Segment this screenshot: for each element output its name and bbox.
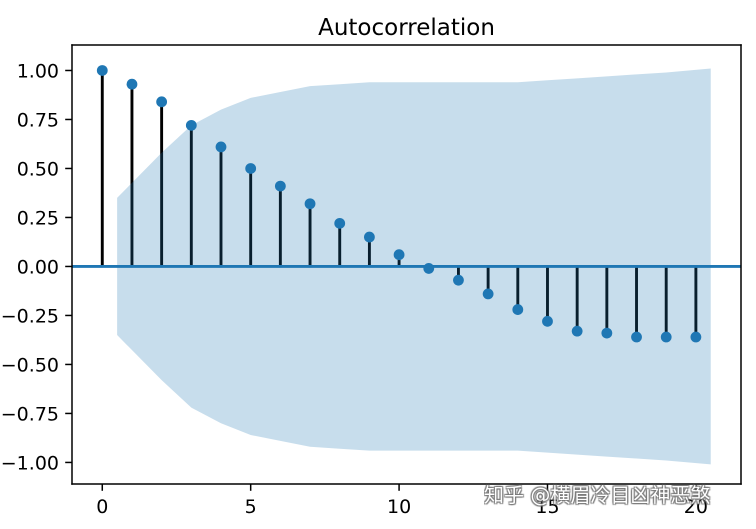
acf-point-lag-12	[453, 274, 464, 286]
chart-title: Autocorrelation	[318, 15, 495, 41]
acf-point-lag-17	[601, 327, 613, 339]
acf-point-lag-6	[274, 180, 286, 192]
y-tick-label-2: 0.50	[17, 158, 59, 180]
acf-point-lag-18	[631, 331, 642, 343]
acf-point-lag-2	[156, 96, 168, 108]
y-tick-label-5: −0.25	[1, 305, 59, 327]
stems-layer	[100, 70, 698, 338]
watermark: 知乎 @横眉冷目凶神恶煞	[484, 483, 711, 507]
acf-point-lag-0	[96, 65, 108, 76]
acf-point-lag-11	[423, 263, 435, 274]
y-tick-label-8: −1.00	[1, 452, 59, 474]
x-axis-ticks: 0 5 10 15 20	[96, 484, 708, 518]
plot-area	[72, 45, 741, 484]
acf-point-lag-10	[393, 249, 405, 261]
x-tick-label-4: 20	[684, 496, 708, 518]
y-axis-ticks: 1.00 0.75 0.50 0.25 0.00 −0.25 −0.50 −0.75 −1.00	[1, 60, 72, 474]
acf-point-lag-16	[571, 325, 583, 337]
acf-point-lag-13	[482, 288, 494, 300]
y-tick-label-1: 0.75	[17, 109, 59, 131]
x-tick-label-3: 15	[535, 496, 559, 518]
acf-point-lag-20	[690, 331, 702, 343]
y-tick-label-4: 0.00	[17, 256, 59, 278]
acf-point-lag-5	[245, 163, 257, 174]
acf-point-lag-3	[185, 119, 197, 131]
acf-point-lag-7	[304, 198, 316, 210]
y-tick-label-0: 1.00	[17, 60, 59, 82]
y-tick-label-6: −0.50	[1, 354, 59, 376]
x-tick-label-1: 5	[245, 496, 257, 518]
acf-point-lag-19	[660, 331, 672, 343]
acf-point-lag-1	[126, 78, 138, 90]
acf-point-lag-8	[334, 217, 346, 229]
y-tick-label-7: −0.75	[1, 403, 59, 425]
acf-point-lag-15	[542, 315, 553, 327]
x-tick-label-2: 10	[387, 496, 411, 518]
acf-point-lag-9	[363, 231, 375, 243]
acf-point-lag-14	[512, 304, 524, 315]
y-tick-label-3: 0.25	[17, 207, 59, 229]
acf-point-lag-4	[215, 141, 227, 153]
axes-spines	[71, 44, 742, 485]
x-tick-label-0: 0	[96, 496, 108, 518]
points-layer	[96, 65, 702, 343]
